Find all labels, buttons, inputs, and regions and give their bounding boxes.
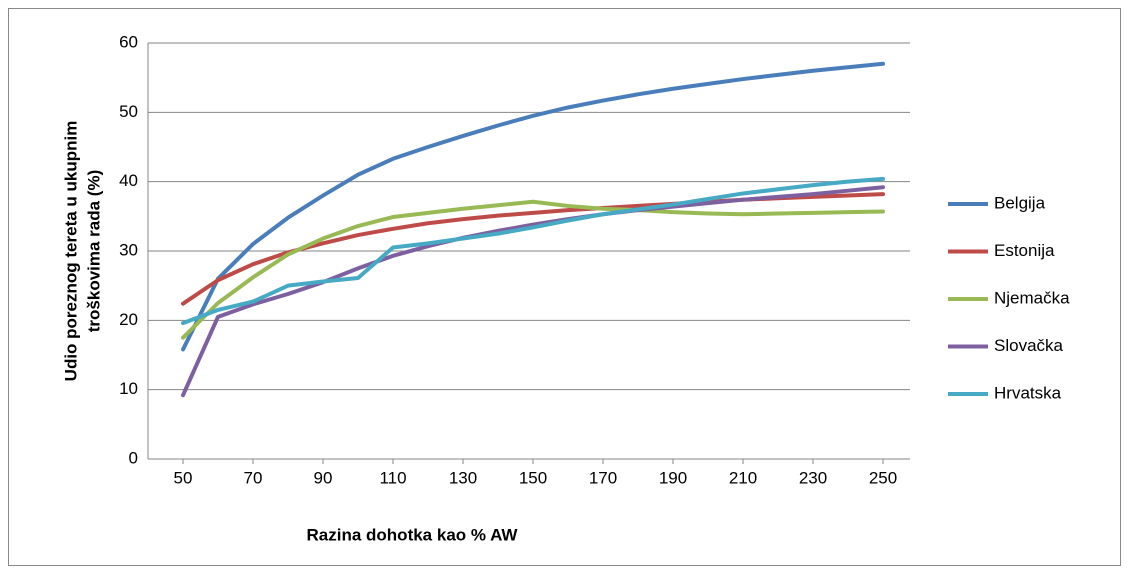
series-line — [181, 199, 885, 340]
legend-label: Belgija — [994, 193, 1046, 212]
legend-label: Hrvatska — [994, 383, 1062, 402]
y-tick-label: 60 — [119, 32, 138, 51]
x-tick-label: 70 — [244, 468, 263, 487]
chart-border — [8, 8, 1121, 566]
y-axis-title: Udio poreznog tereta u ukupnim troškovim… — [61, 121, 103, 382]
legend-label: Slovačka — [994, 336, 1064, 355]
x-tick-label: 90 — [314, 468, 333, 487]
x-tick-label: 50 — [174, 468, 193, 487]
x-tick-label: 250 — [869, 468, 897, 487]
x-tick-label: 230 — [799, 468, 827, 487]
x-tick-label: 210 — [729, 468, 757, 487]
legend: Belgija Estonija Njemačka Slovačka Hrvatska — [948, 193, 1070, 402]
x-tick-label: 150 — [519, 468, 547, 487]
x-tick-label: 190 — [659, 468, 687, 487]
series-line — [181, 185, 885, 398]
y-tick-label: 10 — [119, 379, 138, 398]
x-axis-title: Razina dohotka kao % AW — [307, 525, 519, 544]
y-axis-title-line: troškovima rada (%) — [84, 170, 103, 333]
y-tick-label: 30 — [119, 240, 138, 259]
series-line — [181, 61, 885, 352]
y-tick-label: 50 — [119, 102, 138, 121]
y-tick-label: 40 — [119, 171, 138, 190]
series-line — [181, 176, 885, 326]
y-tick-label: 20 — [119, 310, 138, 329]
y-axis-title-line: Udio poreznog tereta u ukupnim — [61, 121, 80, 382]
legend-label: Njemačka — [994, 288, 1070, 307]
x-tick-label: 130 — [449, 468, 477, 487]
y-tick-label: 0 — [129, 448, 138, 467]
x-tick-label: 110 — [379, 468, 406, 487]
x-tick-label: 170 — [589, 468, 617, 487]
legend-label: Estonija — [994, 241, 1055, 260]
